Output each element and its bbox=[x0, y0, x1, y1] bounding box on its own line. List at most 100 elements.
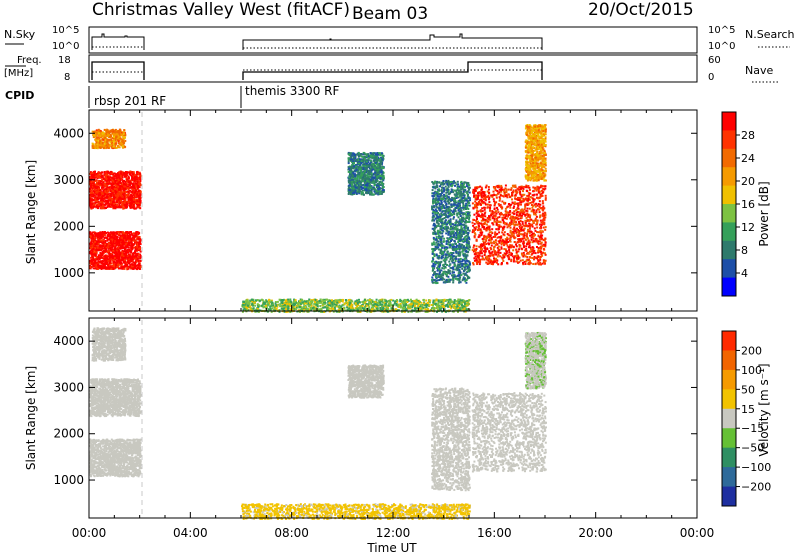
power-point bbox=[91, 236, 94, 239]
power-point bbox=[90, 201, 93, 203]
power-point bbox=[90, 193, 93, 196]
power-point bbox=[342, 303, 345, 306]
power-point bbox=[134, 178, 136, 181]
power-point bbox=[113, 244, 116, 247]
power-point bbox=[335, 299, 338, 302]
power-point bbox=[274, 308, 277, 311]
power-point bbox=[95, 193, 98, 196]
power-point bbox=[96, 184, 99, 187]
power-point bbox=[340, 305, 343, 308]
power-point bbox=[287, 305, 290, 308]
power-point bbox=[137, 247, 140, 250]
power-point bbox=[322, 303, 324, 306]
power-point bbox=[119, 194, 122, 197]
power-point bbox=[109, 134, 112, 136]
power-point bbox=[356, 302, 359, 305]
power-point bbox=[118, 232, 121, 235]
power-point bbox=[94, 179, 96, 182]
power-point bbox=[377, 302, 380, 304]
power-point bbox=[453, 302, 456, 304]
power-point bbox=[133, 262, 136, 265]
power-point bbox=[132, 246, 135, 249]
power-point bbox=[361, 158, 363, 161]
power-point bbox=[423, 301, 426, 304]
power-point bbox=[103, 259, 106, 262]
power-point bbox=[112, 255, 115, 258]
power-point bbox=[125, 239, 128, 242]
power-point bbox=[93, 203, 96, 206]
power-point bbox=[379, 307, 382, 309]
power-point bbox=[120, 238, 123, 241]
power-point bbox=[115, 176, 118, 179]
power-point bbox=[92, 130, 95, 133]
power-point bbox=[357, 304, 360, 307]
power-point bbox=[368, 299, 371, 301]
power-point bbox=[435, 307, 438, 310]
power-point bbox=[124, 184, 127, 186]
power-point bbox=[332, 307, 335, 310]
power-point bbox=[111, 190, 114, 193]
power-point bbox=[112, 193, 115, 196]
power-point bbox=[424, 310, 427, 313]
power-point bbox=[107, 232, 110, 235]
power-point bbox=[270, 310, 273, 313]
power-point bbox=[441, 305, 444, 308]
power-point bbox=[120, 195, 123, 198]
power-point bbox=[346, 306, 349, 309]
power-point bbox=[139, 201, 142, 204]
power-point bbox=[114, 254, 117, 257]
power-point bbox=[127, 175, 130, 178]
power-point bbox=[137, 192, 140, 195]
power-point bbox=[124, 134, 127, 136]
power-point bbox=[136, 258, 139, 261]
power-point bbox=[126, 266, 129, 269]
power-point bbox=[308, 301, 311, 304]
nsky-tick-bottom-right: 10^0 bbox=[708, 41, 735, 52]
power-point bbox=[251, 298, 254, 301]
power-point bbox=[103, 200, 106, 203]
power-point bbox=[118, 241, 121, 244]
power-point bbox=[466, 309, 468, 312]
power-point bbox=[425, 299, 428, 302]
power-point bbox=[96, 200, 98, 202]
power-point bbox=[316, 308, 319, 311]
power-point bbox=[131, 243, 134, 246]
power-point bbox=[288, 299, 291, 302]
power-point bbox=[420, 301, 423, 304]
power-point bbox=[377, 156, 380, 159]
power-point bbox=[95, 248, 98, 251]
power-point bbox=[90, 232, 93, 235]
power-point bbox=[113, 240, 116, 243]
power-point bbox=[95, 243, 98, 246]
power-point bbox=[431, 304, 433, 306]
power-point bbox=[418, 299, 421, 302]
power-point bbox=[96, 197, 99, 200]
power-point bbox=[102, 138, 105, 141]
power-point bbox=[410, 301, 413, 304]
power-point bbox=[117, 250, 120, 253]
power-point bbox=[302, 306, 305, 309]
power-point bbox=[103, 233, 106, 236]
power-point bbox=[312, 305, 315, 308]
power-point bbox=[377, 307, 379, 310]
power-point bbox=[269, 300, 272, 303]
power-point bbox=[97, 201, 100, 203]
power-point bbox=[308, 308, 311, 311]
power-point bbox=[451, 303, 454, 306]
power-point bbox=[135, 176, 138, 179]
power-point bbox=[269, 304, 272, 307]
power-point bbox=[117, 255, 120, 258]
power-point bbox=[110, 139, 113, 142]
power-point bbox=[137, 181, 140, 184]
power-point bbox=[465, 304, 468, 307]
power-point bbox=[432, 299, 435, 302]
nsky-tick-top-right: 10^5 bbox=[708, 25, 735, 36]
power-point bbox=[328, 302, 331, 305]
power-point bbox=[90, 240, 93, 243]
power-point bbox=[117, 179, 120, 182]
power-point bbox=[277, 303, 280, 306]
power-point bbox=[121, 176, 124, 179]
power-point bbox=[104, 199, 107, 202]
power-point bbox=[348, 307, 351, 310]
power-point bbox=[131, 256, 134, 259]
